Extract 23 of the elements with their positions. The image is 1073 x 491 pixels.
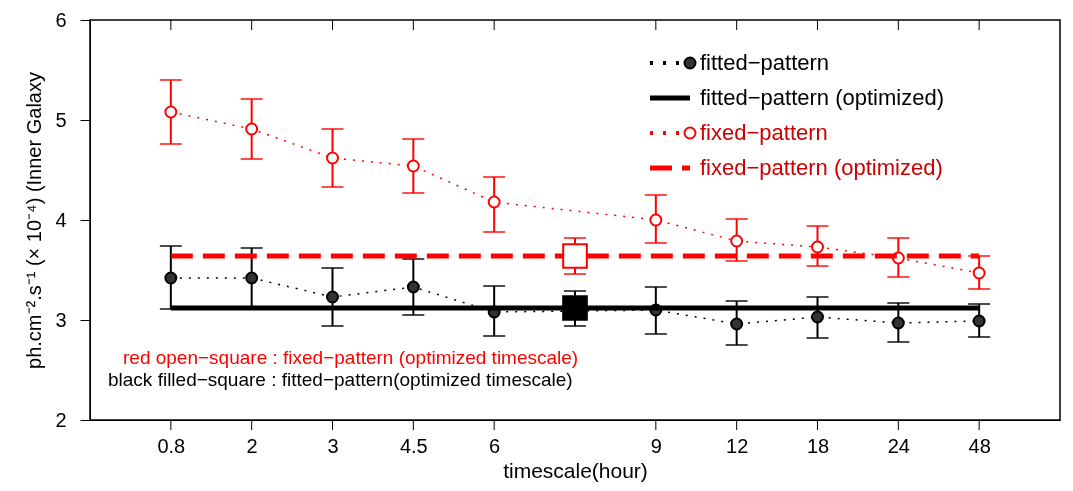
- y-tick-label: 2: [55, 408, 67, 431]
- annotation: red open−square : fixed−pattern (optimized timescale): [123, 347, 579, 368]
- legend-label: fitted−pattern: [700, 50, 830, 75]
- x-tick-label: 4.5: [399, 434, 428, 457]
- x-tick-label: 12: [726, 434, 749, 457]
- legend-label: fixed−pattern (optimized): [700, 155, 943, 180]
- x-tick-label: 2: [246, 434, 258, 457]
- x-tick-label: 6: [489, 434, 501, 457]
- x-axis-title: timescale(hour): [503, 458, 648, 482]
- y-tick-label: 6: [55, 8, 67, 31]
- legend-label: fixed−pattern: [700, 120, 828, 145]
- annotation: black filled−square : fitted−pattern(optimized timescale): [108, 369, 573, 390]
- x-tick-label: 9: [650, 434, 662, 457]
- y-axis-title: ph.cm⁻².s⁻¹ (× 10⁻⁴) (Inner Galaxy: [23, 72, 46, 369]
- x-tick-label: 18: [806, 434, 830, 457]
- x-tick-label: 3: [327, 434, 339, 457]
- x-tick-label: 24: [887, 434, 910, 457]
- y-tick-label: 4: [55, 208, 67, 231]
- y-tick-label: 5: [55, 108, 67, 131]
- legend-label: fitted−pattern (optimized): [700, 85, 944, 110]
- y-tick-label: 3: [55, 308, 67, 331]
- x-tick-label: 48: [968, 434, 991, 457]
- x-tick-label: 0.8: [157, 434, 186, 457]
